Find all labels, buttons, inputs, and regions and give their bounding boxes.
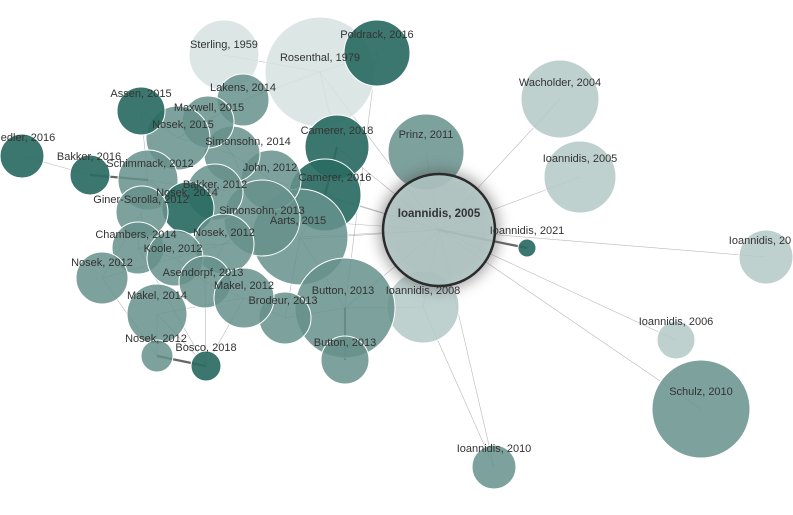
node-label-nosek-2012b: Nosek, 2012 xyxy=(71,257,133,269)
node-button-2013b[interactable] xyxy=(320,335,370,385)
node-ioannidis-2021[interactable] xyxy=(517,238,537,258)
node-label-asendorpf-2013: Asendorpf, 2013 xyxy=(163,267,244,279)
node-ioannidis-20xx[interactable] xyxy=(738,229,793,285)
node-label-camerer-2018: Camerer, 2018 xyxy=(301,125,374,137)
node-label-fiedler-2016: edler, 2016 xyxy=(1,132,55,144)
node-schulz-2010[interactable] xyxy=(651,359,751,459)
node-wacholder-2004[interactable] xyxy=(520,59,600,139)
nodes-layer xyxy=(0,16,793,490)
node-ioannidis-2005b[interactable] xyxy=(543,140,617,214)
node-label-ioannidis-2005b: Ioannidis, 2005 xyxy=(543,153,618,165)
node-label-lakens-2014: Lakens, 2014 xyxy=(210,82,276,94)
node-label-john-2012: John, 2012 xyxy=(243,162,297,174)
node-label-schulz-2010: Schulz, 2010 xyxy=(669,386,733,398)
node-label-simonsohn-2013: Simonsohn, 2013 xyxy=(219,205,305,217)
node-label-ioannidis-2008: Ioannidis, 2008 xyxy=(386,285,461,297)
node-label-brodeur-2013: Brodeur, 2013 xyxy=(248,295,317,307)
node-label-nosek-2015: Nosek, 2015 xyxy=(152,119,214,131)
node-label-sterling-1959: Sterling, 1959 xyxy=(190,39,258,51)
node-label-camerer-2016: Camerer, 2016 xyxy=(299,172,372,184)
node-makel-2012[interactable] xyxy=(213,267,275,329)
node-label-bakker-2012: Bakker, 2012 xyxy=(183,179,247,191)
node-nosek-2012b[interactable] xyxy=(75,251,129,305)
node-label-wacholder-2004: Wacholder, 2004 xyxy=(519,77,601,89)
node-label-prinz-2011: Prinz, 2011 xyxy=(399,129,454,141)
node-label-nosek-2012c: Nosek, 2012 xyxy=(125,333,187,345)
node-fiedler-2016[interactable] xyxy=(0,133,45,179)
node-label-bosco-2018: Bosco, 2018 xyxy=(175,342,236,354)
node-label-ioannidis-2021: Ioannidis, 2021 xyxy=(490,225,565,237)
labels-layer: Rosenthal, 1979 Sterling, 1959 Poldrack, 2… xyxy=(1,29,791,455)
node-ioannidis-2010[interactable] xyxy=(471,444,517,490)
node-label-ioannidis-2006: Ioannidis, 2006 xyxy=(639,316,714,328)
node-label-simonsohn-2014: Simonsohn, 2014 xyxy=(205,136,291,148)
node-ioannidis-2005[interactable] xyxy=(381,172,497,288)
node-label-button-2013b: Button, 2013 xyxy=(314,337,376,349)
node-poldrack-2016[interactable] xyxy=(343,19,411,87)
node-label-makel-2014: Makel, 2014 xyxy=(127,290,187,302)
node-label-rosenthal-1979: Rosenthal, 1979 xyxy=(280,52,360,64)
node-bakker-2016[interactable] xyxy=(69,154,111,196)
node-label-nosek-2012a: Nosek, 2012 xyxy=(193,227,255,239)
node-assen-2015[interactable] xyxy=(116,86,166,136)
node-label-chambers-2014: Chambers, 2014 xyxy=(95,229,176,241)
node-label-ioannidis-20xx: Ioannidis, 20 xyxy=(729,235,791,247)
node-label-ioannidis-2005: Ioannidis, 2005 xyxy=(398,208,481,220)
node-label-poldrack-2016: Poldrack, 2016 xyxy=(340,29,413,41)
node-label-schimmack-2012: Schimmack, 2012 xyxy=(106,158,193,170)
node-label-bakker-2016: Bakker, 2016 xyxy=(57,151,121,163)
node-nosek-2012c[interactable] xyxy=(140,339,174,373)
node-label-button-2013a: Button, 2013 xyxy=(312,285,374,297)
node-label-koole-2012: Koole, 2012 xyxy=(144,243,203,255)
node-label-aarts-2015: Aarts, 2015 xyxy=(270,215,326,227)
node-label-makel-2012: Makel, 2012 xyxy=(214,280,274,292)
node-label-giner-sorolla-2012: Giner-Sorolla, 2012 xyxy=(93,194,188,206)
node-label-nosek-2014: Nosek, 2014 xyxy=(156,187,218,199)
node-label-assen-2015: Assen, 2015 xyxy=(110,88,171,100)
node-ioannidis-2006[interactable] xyxy=(656,320,696,360)
node-bosco-2018[interactable] xyxy=(190,350,222,382)
node-label-maxwell-2015: Maxwell, 2015 xyxy=(174,102,244,114)
node-label-ioannidis-2010: Ioannidis, 2010 xyxy=(457,443,532,455)
